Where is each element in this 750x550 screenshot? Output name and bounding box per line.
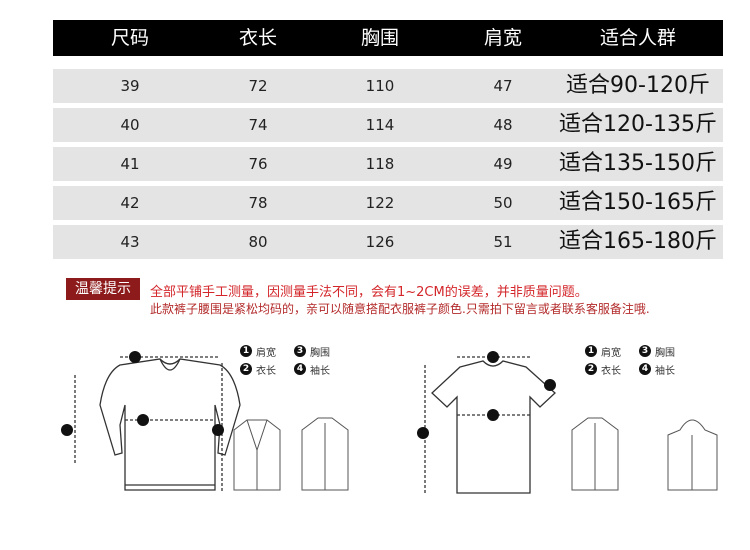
legend-right: 1 肩宽 3 胸围 2 衣长 4 袖长 — [585, 342, 689, 378]
tshirt-measure-illustration — [417, 351, 556, 495]
legend-label: 胸围 — [310, 347, 330, 359]
cell-chest: 114 — [365, 116, 395, 134]
cell-chest: 122 — [365, 194, 395, 212]
cell-shoulder: 51 — [493, 233, 513, 251]
cell-size: 39 — [120, 77, 140, 95]
header-length: 衣长 — [238, 27, 278, 49]
notice-line-1: 全部平铺手工测量，因测量手法不同，会有1~2CM的误差，并非质量问题。 — [150, 285, 588, 300]
number-2-icon: 2 — [240, 363, 252, 375]
number-4-icon: 4 — [639, 363, 651, 375]
table-row: 40 74 114 48 适合120-135斤 — [53, 108, 723, 142]
number-3-icon: 3 — [294, 345, 306, 357]
table-row: 39 72 110 47 适合90-120斤 — [53, 69, 723, 103]
legend-label: 衣长 — [601, 365, 621, 377]
cell-shoulder: 49 — [493, 155, 513, 173]
cell-shoulder: 50 — [493, 194, 513, 212]
cell-size: 43 — [120, 233, 140, 251]
cell-fit: 适合150-165斤 — [559, 190, 717, 215]
cell-chest: 110 — [365, 77, 395, 95]
cell-fit: 适合135-150斤 — [559, 151, 717, 176]
cell-length: 76 — [248, 155, 268, 173]
jacket-icon — [301, 417, 349, 491]
sweater-measure-illustration — [61, 351, 241, 493]
cell-size: 42 — [120, 194, 140, 212]
legend-label: 袖长 — [310, 365, 330, 377]
legend-label: 衣长 — [256, 365, 276, 377]
cell-length: 78 — [248, 194, 268, 212]
notice-line-2: 此款裤子腰围是紧松均码的，亲可以随意搭配衣服裤子颜色.只需拍下留言或者联系客服备… — [150, 302, 650, 316]
table-row: 41 76 118 49 适合135-150斤 — [53, 147, 723, 181]
notice-label: 温馨提示 — [66, 278, 140, 300]
cell-shoulder: 47 — [493, 77, 513, 95]
header-chest: 胸围 — [360, 27, 400, 49]
cell-chest: 118 — [365, 155, 395, 173]
blazer-icon — [233, 419, 281, 491]
number-1-icon: 1 — [585, 345, 597, 357]
header-shoulder: 肩宽 — [483, 27, 523, 49]
cell-chest: 126 — [365, 233, 395, 251]
legend-label: 肩宽 — [601, 347, 621, 359]
cell-size: 40 — [120, 116, 140, 134]
cell-fit: 适合120-135斤 — [559, 112, 717, 137]
legend-label: 袖长 — [655, 365, 675, 377]
cell-shoulder: 48 — [493, 116, 513, 134]
table-header: 尺码 衣长 胸围 肩宽 适合人群 — [53, 20, 723, 56]
cell-fit: 适合165-180斤 — [559, 229, 717, 254]
number-2-icon: 2 — [585, 363, 597, 375]
legend-label: 肩宽 — [256, 347, 276, 359]
hoodie-icon — [667, 419, 718, 491]
cell-size: 41 — [120, 155, 140, 173]
number-4-icon: 4 — [294, 363, 306, 375]
legend-label: 胸围 — [655, 347, 675, 359]
legend-left: 1 肩宽 3 胸围 2 衣长 4 袖长 — [240, 342, 344, 378]
cell-length: 72 — [248, 77, 268, 95]
table-row: 43 80 126 51 适合165-180斤 — [53, 225, 723, 259]
cell-length: 74 — [248, 116, 268, 134]
header-fit: 适合人群 — [599, 27, 677, 49]
number-3-icon: 3 — [639, 345, 651, 357]
cell-length: 80 — [248, 233, 268, 251]
table-row: 42 78 122 50 适合150-165斤 — [53, 186, 723, 220]
shirt-icon — [571, 417, 619, 491]
number-1-icon: 1 — [240, 345, 252, 357]
header-size: 尺码 — [110, 27, 150, 49]
cell-fit: 适合90-120斤 — [566, 73, 710, 98]
